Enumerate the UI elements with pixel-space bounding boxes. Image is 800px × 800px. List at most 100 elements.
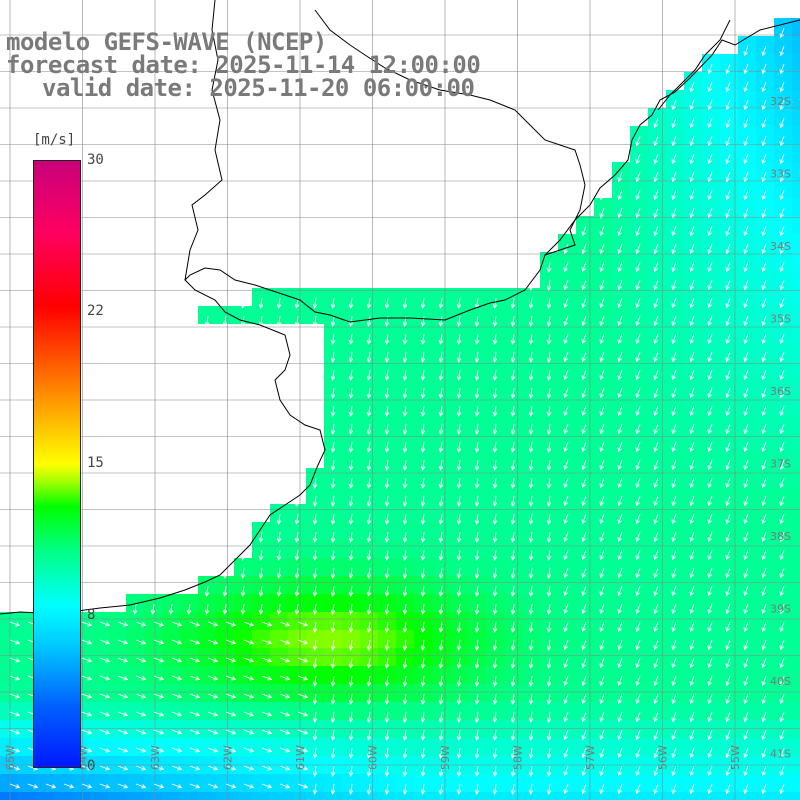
wind-cell <box>792 702 800 720</box>
wind-arrow <box>492 567 498 579</box>
wind-arrow <box>779 639 785 651</box>
wind-cell <box>756 576 774 594</box>
wind-arrow <box>243 621 255 627</box>
wind-arrow <box>330 531 336 543</box>
wind-cell <box>792 432 800 450</box>
wind-arrow <box>384 657 390 669</box>
wind-arrow <box>492 747 498 759</box>
wind-arrow <box>707 729 713 741</box>
wind-cell <box>522 504 540 522</box>
wind-arrow <box>366 387 372 399</box>
wind-arrow <box>420 675 426 687</box>
wind-arrow <box>510 765 516 777</box>
wind-arrow <box>312 711 318 723</box>
wind-cell <box>630 198 648 216</box>
wind-cell <box>378 774 396 792</box>
wind-arrow <box>528 513 534 525</box>
wind-cell <box>612 486 630 504</box>
wind-cell <box>684 486 702 504</box>
wind-arrow <box>63 783 75 789</box>
wind-cell <box>792 162 800 180</box>
wind-arrow <box>294 567 300 579</box>
colorbar-tick-30: 30 <box>87 152 104 168</box>
wind-arrow <box>117 675 129 681</box>
wind-cell <box>630 324 648 342</box>
wind-cell <box>720 270 738 288</box>
wind-cell <box>666 414 684 432</box>
wind-arrow <box>330 405 336 417</box>
wind-arrow <box>99 621 111 627</box>
wind-cell <box>720 450 738 468</box>
wind-arrow <box>402 567 408 579</box>
wind-arrow <box>599 243 605 255</box>
wind-cell <box>324 396 342 414</box>
wind-cell <box>666 558 684 576</box>
wind-arrow <box>563 261 569 273</box>
wind-cell <box>702 126 720 144</box>
wind-arrow <box>276 549 282 561</box>
wind-arrow <box>528 711 534 723</box>
wind-cell <box>414 594 432 612</box>
wind-cell <box>594 360 612 378</box>
wind-arrow <box>153 621 165 627</box>
wind-arrow <box>743 351 749 363</box>
wind-cell <box>684 360 702 378</box>
wind-cell <box>756 72 774 90</box>
wind-arrow <box>761 585 767 597</box>
wind-arrow <box>189 693 201 699</box>
wind-cell <box>684 378 702 396</box>
wind-cell <box>126 738 144 756</box>
wind-arrow <box>366 531 372 543</box>
wind-cell <box>756 738 774 756</box>
wind-arrow <box>402 423 408 435</box>
wind-cell <box>648 432 666 450</box>
wind-arrow <box>420 459 426 471</box>
wind-cell <box>432 396 450 414</box>
wind-cell <box>558 360 576 378</box>
wind-cell <box>774 180 792 198</box>
wind-cell <box>558 648 576 666</box>
wind-arrow <box>384 567 390 579</box>
wind-cell <box>108 612 126 630</box>
wind-arrow <box>779 693 785 705</box>
wind-arrow <box>546 297 552 309</box>
wind-cell <box>792 360 800 378</box>
wind-arrow <box>135 621 147 627</box>
wind-arrow <box>438 423 444 435</box>
wind-arrow <box>402 783 408 795</box>
wind-arrow <box>599 387 605 399</box>
wind-arrow <box>617 351 623 363</box>
wind-arrow <box>671 279 677 291</box>
wind-arrow <box>779 189 785 201</box>
wind-cell <box>342 774 360 792</box>
wind-cell <box>792 324 800 342</box>
wind-cell <box>18 648 36 666</box>
wind-arrow <box>599 621 605 633</box>
wind-arrow <box>581 351 587 363</box>
wind-cell <box>378 468 396 486</box>
wind-arrow <box>689 693 695 705</box>
wind-cell <box>468 342 486 360</box>
wind-cell <box>468 792 486 800</box>
wind-arrow <box>689 297 695 309</box>
wind-cell <box>792 126 800 144</box>
wind-cell <box>738 666 756 684</box>
wind-cell <box>324 414 342 432</box>
wind-arrow <box>366 333 372 345</box>
wind-arrow <box>9 675 21 681</box>
wind-cell <box>378 522 396 540</box>
wind-arrow <box>743 603 749 615</box>
wind-cell <box>612 648 630 666</box>
wind-cell <box>198 576 216 594</box>
wind-cell <box>612 738 630 756</box>
wind-cell <box>630 504 648 522</box>
wind-cell <box>738 684 756 702</box>
wind-cell <box>792 36 800 54</box>
wind-arrow <box>599 405 605 417</box>
wind-cell <box>306 792 324 800</box>
wind-cell <box>180 612 198 630</box>
wind-cell <box>270 684 288 702</box>
wind-cell <box>558 720 576 738</box>
colorbar-tick-15: 15 <box>87 455 104 471</box>
wind-cell <box>522 648 540 666</box>
